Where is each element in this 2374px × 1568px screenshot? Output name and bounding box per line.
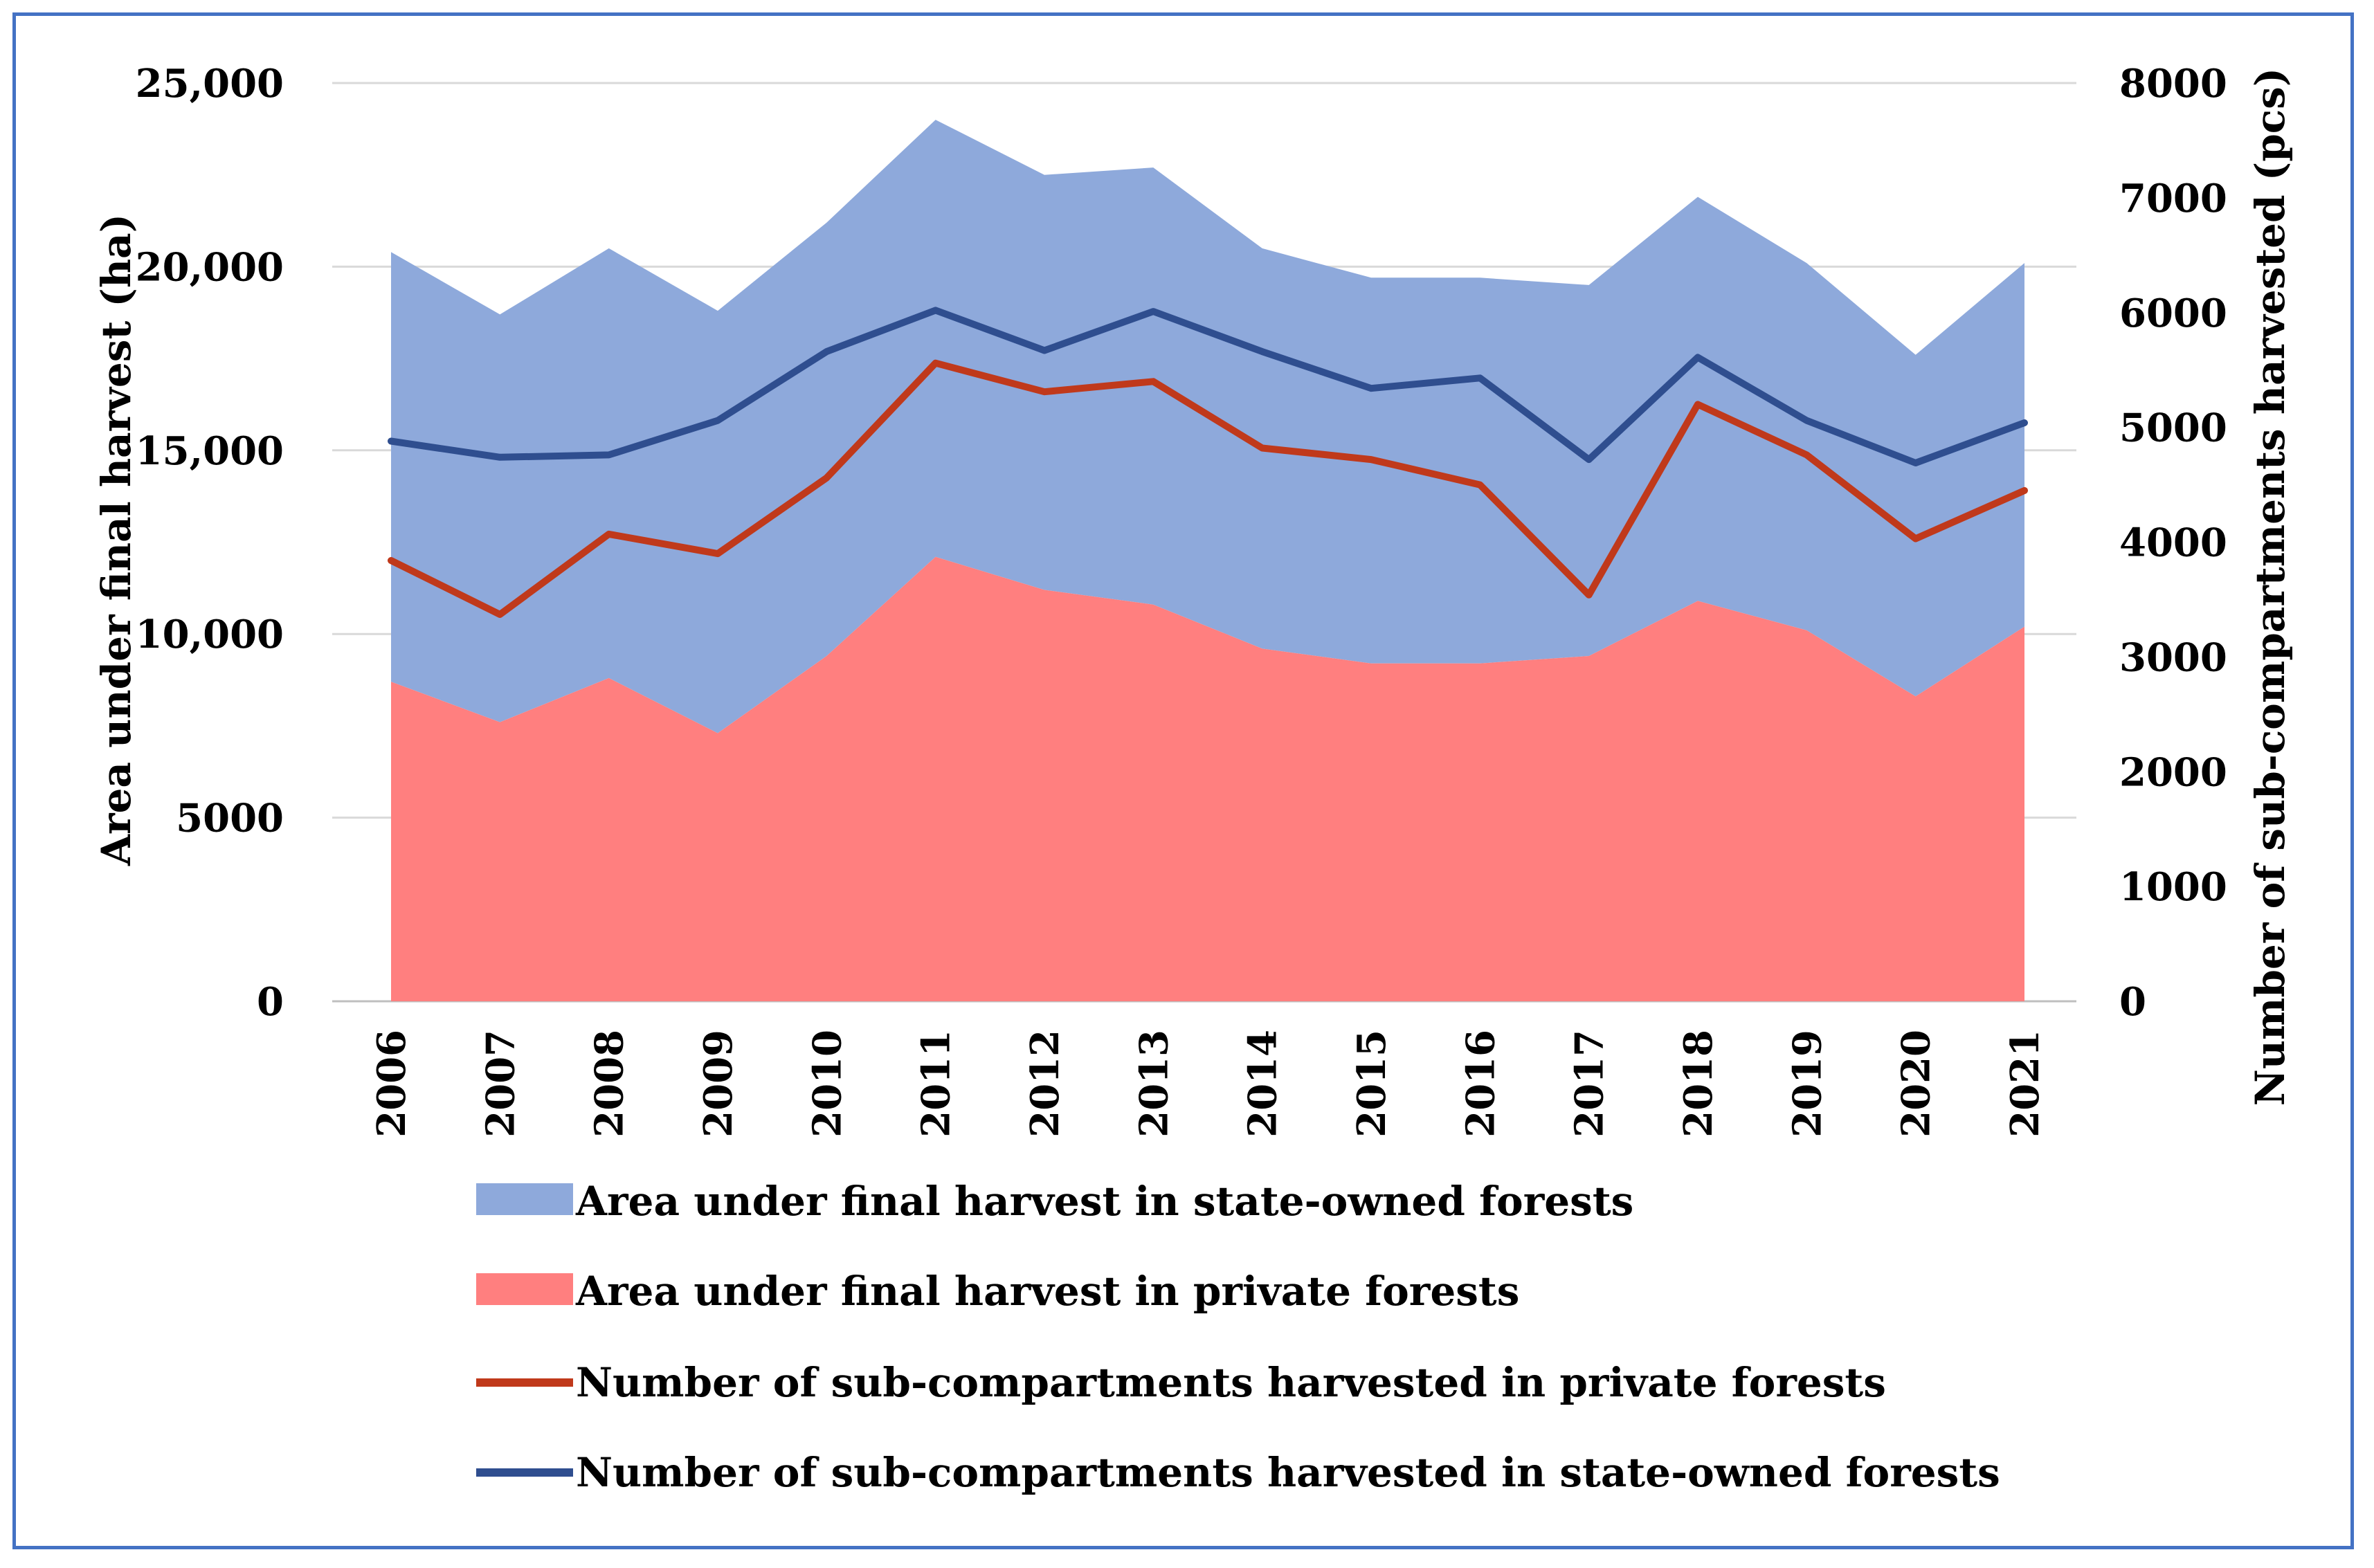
x-tick-label: 2006 [369,1030,415,1138]
area-private [391,556,2024,1001]
right-axis-title: Number of sub-compartments harvested (pc… [2247,68,2294,1106]
right-tick-label: 7000 [2119,176,2227,221]
right-tick-label: 3000 [2119,635,2227,680]
legend-label-private-line: Number of sub-compartments harvested in … [576,1359,1886,1406]
x-tick-label: 2014 [1240,1030,1286,1138]
right-tick-label: 1000 [2119,864,2227,910]
x-tick-label: 2020 [1894,1030,1939,1138]
right-axis-ticks: 0 1000 2000 3000 4000 5000 6000 7000 8000 [2119,61,2227,1025]
x-axis-ticks: 2006 2007 2008 2009 2010 2011 2012 2013 2014 2015… [369,1030,2048,1138]
x-tick-label: 2010 [804,1030,850,1138]
right-tick-label: 5000 [2119,405,2227,451]
legend-label-state-line: Number of sub-compartments harvested in … [576,1449,2000,1496]
line-private-subcompartments [388,359,2028,618]
x-tick-label: 2013 [1131,1030,1177,1138]
x-tick-label: 2019 [1784,1030,1830,1138]
line-state-subcompartments [388,307,2028,466]
x-tick-label: 2012 [1022,1030,1068,1138]
right-tick-label: 2000 [2119,749,2227,795]
legend-label-state-area: Area under final harvest in state-owned … [575,1178,1633,1225]
legend-swatch-state-area [476,1183,573,1215]
right-tick-label: 4000 [2119,520,2227,566]
x-tick-label: 2008 [587,1030,633,1138]
left-tick-label: 20,000 [136,244,284,290]
area-series [391,120,2024,1001]
x-tick-label: 2016 [1458,1030,1503,1138]
left-tick-label: 25,000 [136,61,284,107]
legend: Area under final harvest in state-owned … [476,1178,2000,1496]
line-series [388,307,2028,618]
left-axis-ticks: 0 5000 10,000 15,000 20,000 25,000 [136,61,284,1025]
x-tick-label: 2021 [2002,1030,2048,1138]
legend-swatch-private-area [476,1273,573,1305]
x-tick-label: 2007 [478,1030,523,1138]
left-tick-label: 15,000 [136,428,284,474]
right-tick-label: 0 [2119,979,2146,1025]
right-tick-label: 6000 [2119,291,2227,336]
x-tick-label: 2015 [1349,1030,1395,1138]
right-tick-label: 8000 [2119,61,2227,107]
x-tick-label: 2017 [1567,1030,1613,1138]
legend-label-private-area: Area under final harvest in private fore… [575,1268,1519,1315]
x-tick-label: 2009 [696,1030,741,1138]
left-tick-label: 5000 [176,796,284,841]
left-tick-label: 0 [257,979,284,1025]
x-tick-label: 2018 [1676,1030,1721,1138]
left-axis-title: Area under final harvest (ha) [93,214,140,866]
area-state-owned [391,120,2024,733]
x-tick-label: 2011 [914,1030,959,1138]
left-tick-label: 10,000 [136,612,284,657]
